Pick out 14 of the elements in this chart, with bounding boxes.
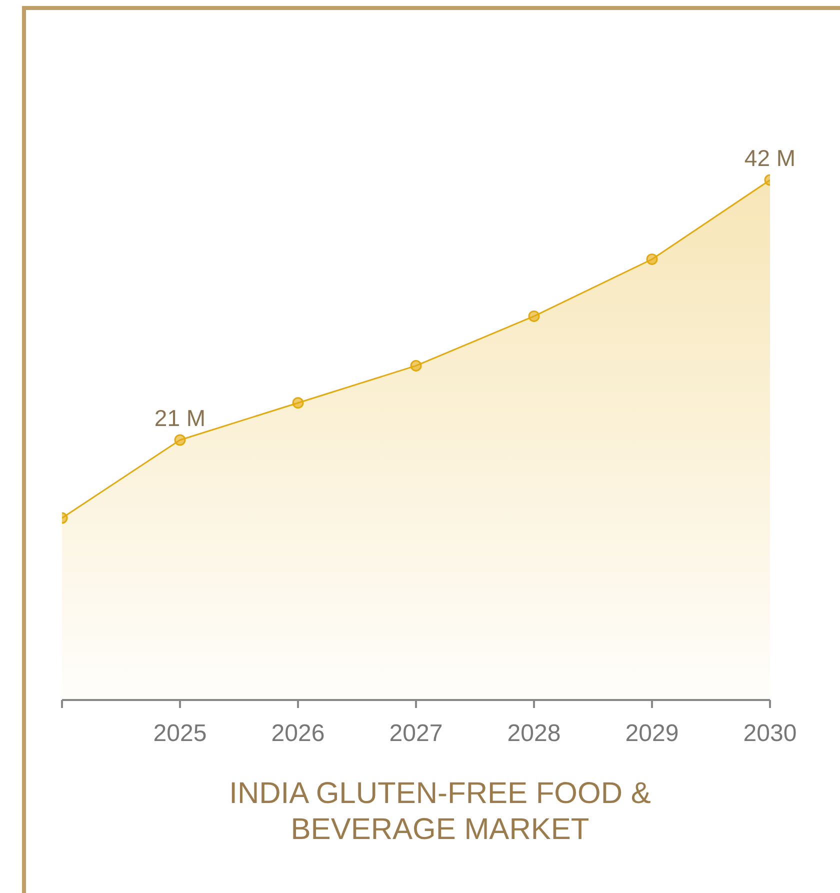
x-tick-label: 2026 [271,720,325,748]
x-tick-label: 2027 [389,720,443,748]
point [174,434,186,446]
text: INDIA GLUTEN-FREE FOOD & BEVERAGE MARKET [228,776,652,848]
point [292,397,304,409]
point [646,253,658,265]
x-tick-label: 2029 [625,720,679,748]
x-tick-label: 2030 [743,720,797,748]
point [528,310,540,322]
x-tick-label: 2025 [153,720,207,748]
data-label: 42 M [744,145,796,171]
data-label: 21 M [154,405,206,431]
x-tick-label: 2028 [507,720,561,748]
point [410,360,422,372]
